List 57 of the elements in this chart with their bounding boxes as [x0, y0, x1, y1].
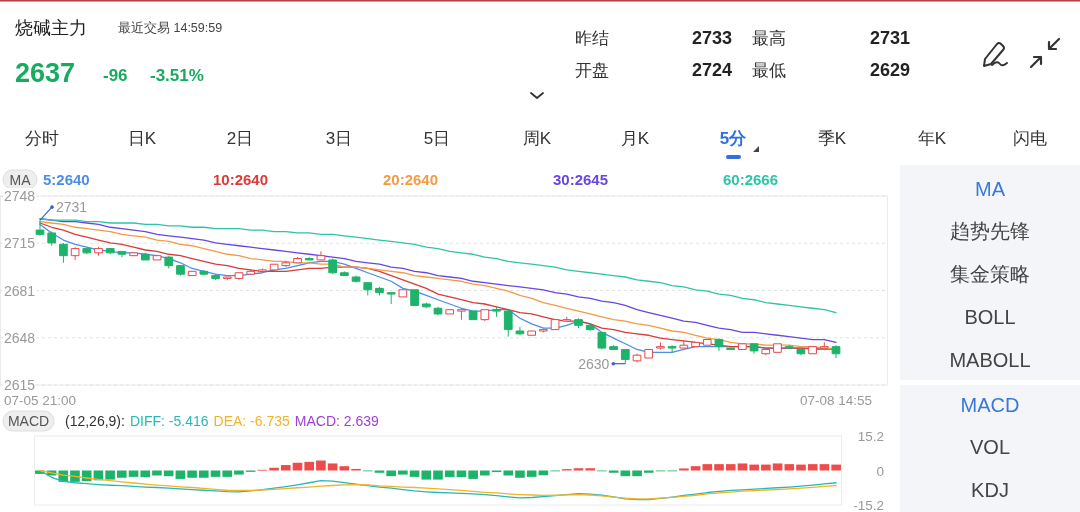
text: 开盘: [575, 60, 609, 80]
text: KDJ: [971, 479, 1009, 501]
text: 趋势先锋: [950, 220, 1030, 242]
text: 最高: [752, 28, 786, 48]
text: MA: [975, 178, 1006, 200]
text: 2733: [692, 28, 733, 48]
annotation: 2630: [578, 355, 610, 372]
legend: 30:2645: [553, 170, 609, 188]
legend: 5:2640: [43, 170, 90, 188]
text: 季K: [817, 128, 847, 148]
text: 日K: [127, 128, 157, 148]
text: 3日: [325, 128, 353, 148]
title: MA: [2, 169, 38, 190]
legend: MACD: 2.639: [294, 413, 379, 429]
subtitle: (12,26,9):: [65, 413, 125, 429]
xtick: 07-05 21:00: [3, 392, 77, 408]
text: 5分: [719, 128, 748, 148]
text: 昨结: [575, 28, 609, 48]
text: 最近交易 14:59:59: [118, 20, 223, 35]
text: 周K: [522, 128, 552, 148]
text: -96: [103, 65, 128, 85]
text: -3.51%: [150, 65, 204, 85]
text: 2日: [226, 128, 254, 148]
text: BOLL: [964, 306, 1016, 328]
chart-title: MACD: [7, 413, 50, 429]
chart-title: MA: [9, 171, 32, 188]
xtick: 07-08 14:55: [800, 392, 873, 408]
text: 2724: [692, 60, 733, 80]
text: 2731: [870, 28, 911, 48]
text: 集金策略: [950, 263, 1030, 285]
text: 分时: [25, 128, 59, 148]
ytick: 2681: [4, 282, 36, 299]
ytick: 2748: [4, 188, 36, 204]
text: 烧碱主力: [15, 18, 87, 38]
ytick: 0: [876, 463, 884, 478]
text: 2629: [870, 60, 911, 80]
legend: DEA: -6.735: [213, 413, 290, 429]
text: 5日: [423, 128, 451, 148]
text: 闪电: [1013, 128, 1047, 148]
ytick: 2615: [4, 377, 36, 393]
text: 2637: [15, 58, 76, 88]
text: MACD: [960, 394, 1020, 416]
legend: 60:2666: [723, 170, 779, 188]
legend: 10:2640: [213, 170, 269, 188]
ytick: 15.2: [857, 428, 884, 444]
text: 最低: [752, 60, 786, 80]
text: VOL: [969, 436, 1011, 458]
text: 月K: [620, 128, 650, 148]
text: MABOLL: [949, 349, 1031, 371]
legend: 20:2640: [383, 170, 439, 188]
text: 年K: [917, 128, 947, 148]
title: MACD: [2, 410, 55, 432]
legend: DIFF: -5.416: [129, 413, 209, 429]
ytick: 2648: [4, 329, 36, 346]
ytick: -15.2: [853, 497, 884, 512]
annotation: 2731: [56, 199, 88, 216]
ytick: 2715: [4, 235, 36, 252]
